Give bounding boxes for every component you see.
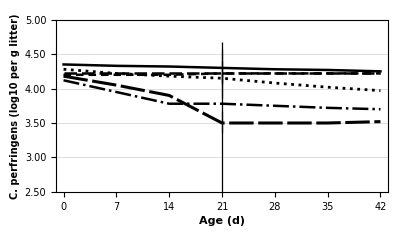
Y-axis label: C. perfringens (log10 per g litter): C. perfringens (log10 per g litter) (10, 13, 20, 199)
X-axis label: Age (d): Age (d) (199, 216, 245, 226)
